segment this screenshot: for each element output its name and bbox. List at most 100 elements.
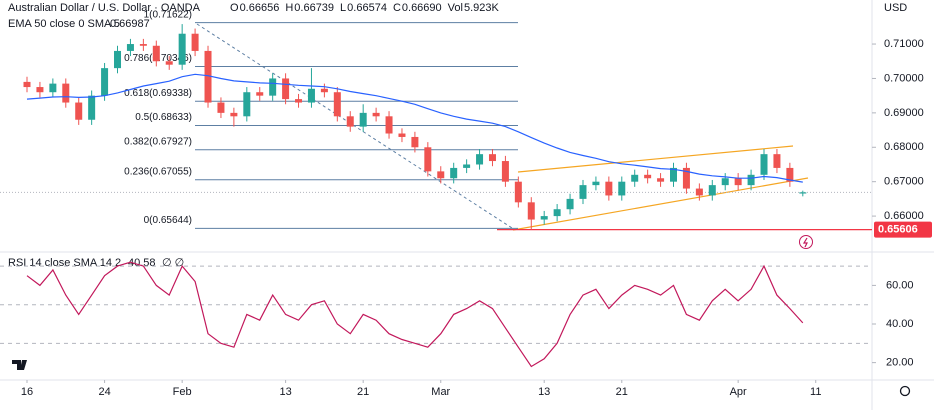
fib-label: 0(0.65644) <box>144 215 192 226</box>
ohlc-key: C <box>393 2 401 14</box>
candle-body <box>75 102 83 120</box>
channel-lower <box>512 177 809 231</box>
candle-body <box>605 181 613 196</box>
y-tick-label: 0.68000 <box>884 141 924 153</box>
candle-body <box>333 92 341 117</box>
candle-body <box>631 174 639 182</box>
fib-label: 0.382(0.67927) <box>124 136 192 147</box>
x-tick-label: 13 <box>538 386 550 398</box>
candle-body <box>618 181 626 196</box>
candle-body <box>734 178 742 186</box>
plot: O 0.66656 H 0.66739 L 0.66574 C 0.66690 Vol 5.923… <box>0 2 932 398</box>
candle-body <box>282 78 290 100</box>
x-tick-label: 24 <box>98 386 110 398</box>
alert-icon[interactable] <box>799 235 813 249</box>
candle-body <box>514 181 522 203</box>
x-tick-label: Feb <box>173 386 192 398</box>
candle-body <box>708 185 716 196</box>
candle-body <box>385 116 393 134</box>
ohlc-key: L <box>340 2 346 14</box>
candle-body <box>501 161 509 182</box>
candle-body <box>191 33 199 51</box>
fib-label: 0.236(0.67055) <box>124 166 192 177</box>
candle-body <box>450 167 458 179</box>
settings-icon[interactable] <box>899 385 911 397</box>
candle-body <box>36 87 44 93</box>
candle-body <box>424 147 432 172</box>
ohlc-value: 5.923K <box>464 2 500 14</box>
candle-body <box>644 174 652 179</box>
candle-body <box>799 192 807 194</box>
candle-body <box>747 174 755 186</box>
support-label-box <box>874 221 932 238</box>
trend-line <box>196 23 513 229</box>
candle-body <box>114 50 122 69</box>
rsi-y-tick-label: 20.00 <box>886 357 914 369</box>
candle-body <box>411 136 419 148</box>
candle-body <box>682 167 690 189</box>
ohlc-key: O <box>230 2 239 14</box>
candle-body <box>295 99 303 103</box>
x-tick-label: 16 <box>21 386 33 398</box>
candle-body <box>101 68 109 96</box>
candle-body <box>165 61 173 65</box>
candle-body <box>527 202 535 220</box>
candle-body <box>488 154 496 162</box>
ohlc-value: 0.66574 <box>347 2 387 14</box>
candle-body <box>437 171 445 179</box>
candle-body <box>256 92 264 96</box>
rsi-y-tick-label: 40.00 <box>886 318 914 330</box>
currency-label[interactable]: USD <box>884 2 907 14</box>
candle-body <box>592 181 600 186</box>
candle-body <box>126 44 134 51</box>
ohlc-value: 0.66656 <box>240 2 280 14</box>
y-tick-label: 0.66000 <box>884 210 924 222</box>
candle-body <box>566 198 574 210</box>
candle-body <box>553 209 561 217</box>
candle-body <box>204 50 212 103</box>
fib-label: 0.618(0.69338) <box>124 88 192 99</box>
candle-body <box>152 45 160 62</box>
candle-body <box>230 112 238 117</box>
chart-title: Australian Dollar / U.S. Dollar · OANDA <box>8 2 201 14</box>
y-tick-label: 0.70000 <box>884 72 924 84</box>
y-tick-label: 0.71000 <box>884 38 924 50</box>
ohlc-key: Vol <box>448 2 463 14</box>
ema-value: 0.66987 <box>110 18 150 30</box>
candle-body <box>62 83 70 103</box>
support-label: 0.65606 <box>878 224 918 236</box>
x-tick-label: 21 <box>616 386 628 398</box>
fib-label: 0.5(0.68633) <box>135 112 192 123</box>
candle-body <box>23 81 31 88</box>
channel-upper <box>517 145 794 173</box>
ohlc-key: H <box>285 2 293 14</box>
y-tick-label: 0.67000 <box>884 176 924 188</box>
ema-legend: EMA 50 close 0 SMA 5 <box>8 18 120 30</box>
candle-body <box>398 133 406 137</box>
candle-body <box>307 88 315 103</box>
rsi-line <box>26 261 804 368</box>
fib-label: 1(0.71622) <box>144 9 192 20</box>
candle-body <box>88 95 96 120</box>
candle-body <box>463 164 471 168</box>
candle-body <box>773 154 781 168</box>
candle-body <box>346 116 354 127</box>
y-tick-label: 0.69000 <box>884 107 924 119</box>
ohlc-value: 0.66739 <box>294 2 334 14</box>
ema-line <box>26 73 803 183</box>
rsi-legend: RSI 14 close SMA 14 2 <box>8 257 121 269</box>
ohlc-value: 0.66690 <box>402 2 442 14</box>
candle-body <box>657 178 665 182</box>
rsi-value: 40.58 <box>128 257 156 269</box>
candle-body <box>476 154 484 165</box>
candle-body <box>139 44 147 46</box>
x-tick-label: 13 <box>279 386 291 398</box>
logo <box>12 360 27 370</box>
candle-body <box>695 188 703 196</box>
candle-body <box>320 88 328 93</box>
rsi-y-tick-label: 60.00 <box>886 279 914 291</box>
alert-bolt <box>802 237 808 248</box>
candle-body <box>760 154 768 175</box>
